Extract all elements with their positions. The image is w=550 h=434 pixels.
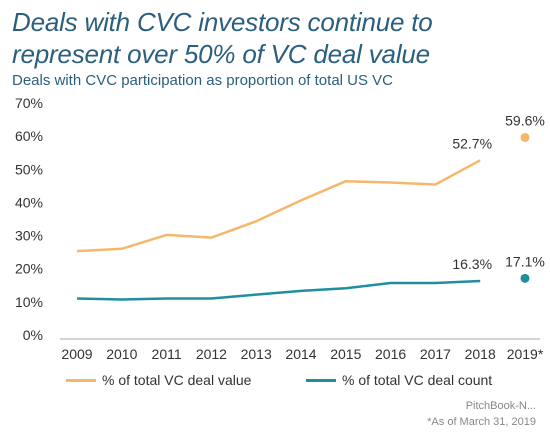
data-label: 17.1% — [505, 253, 545, 269]
x-tick-label: 2015 — [330, 346, 361, 362]
chart-subtitle: Deals with CVC participation as proporti… — [12, 72, 394, 89]
x-tick-label: 2018 — [465, 346, 496, 362]
x-axis: 2009 2010 2011 2012 2013 2014 2015 2016 2017 2018… — [60, 338, 544, 362]
y-tick-label: 70% — [15, 95, 43, 111]
series-line-1 — [76, 279, 481, 301]
y-tick-label: 60% — [15, 128, 43, 144]
series-group — [76, 132, 530, 301]
x-tick-label: 2011 — [152, 346, 182, 362]
chart-title: Deals with CVC investors continue to rep… — [12, 7, 433, 69]
y-tick-label: 50% — [15, 161, 43, 177]
x-tick-label: 2014 — [285, 346, 316, 362]
legend-item-deal-count: % of total VC deal count — [306, 372, 492, 388]
y-tick-label: 30% — [15, 228, 43, 244]
legend-label-deal-count: % of total VC deal count — [342, 372, 493, 388]
footnote: *As of March 31, 2019 — [427, 416, 536, 428]
series-line-0 — [76, 159, 481, 253]
x-tick-label: 2013 — [241, 346, 272, 362]
line-chart: 0% 10% 20% 30% 40% 50% 60% 70% 2009 2010 2011 2012… — [15, 95, 545, 362]
y-tick-label: 10% — [15, 294, 43, 310]
x-tick-label: 2019* — [507, 346, 544, 362]
x-tick-label: 2010 — [106, 346, 137, 362]
x-tick-label: 2017 — [420, 346, 451, 362]
data-label: 16.3% — [452, 256, 492, 272]
source-credit: PitchBook-N... — [465, 400, 536, 412]
legend: % of total VC deal value % of total VC d… — [66, 372, 546, 394]
data-labels: 52.7% 59.6% 16.3% 17.1% — [452, 112, 545, 272]
series-point-1 — [520, 273, 530, 283]
y-tick-label: 20% — [15, 261, 43, 277]
legend-swatch-deal-count — [306, 378, 336, 382]
x-tick-label: 2009 — [61, 346, 92, 362]
y-tick-label: 40% — [15, 194, 43, 210]
x-tick-label: 2016 — [375, 346, 406, 362]
x-tick-label: 2012 — [196, 346, 227, 362]
legend-label-deal-value: % of total VC deal value — [102, 372, 252, 388]
data-label: 52.7% — [452, 135, 492, 151]
data-label: 59.6% — [505, 112, 545, 128]
legend-swatch-deal-value — [66, 378, 96, 382]
series-point-0 — [520, 132, 530, 142]
y-tick-label: 0% — [23, 327, 43, 343]
y-axis: 0% 10% 20% 30% 40% 50% 60% 70% — [15, 95, 43, 343]
legend-item-deal-value: % of total VC deal value — [66, 372, 251, 388]
